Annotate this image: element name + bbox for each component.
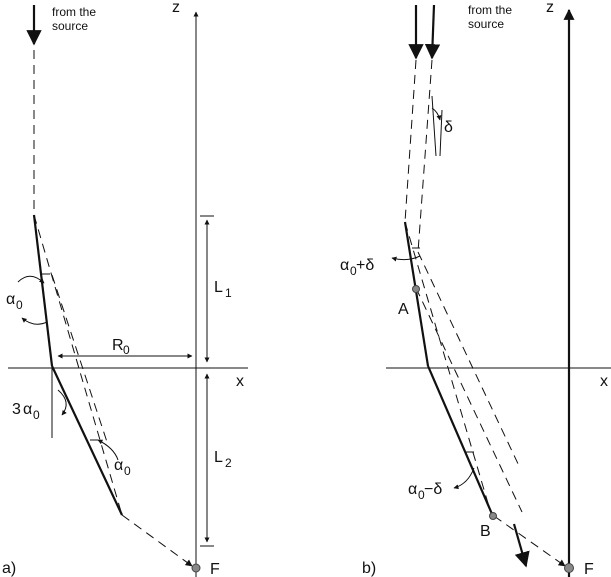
point-a-marker bbox=[412, 285, 420, 293]
delta-arc bbox=[431, 107, 442, 121]
panel-b: from the source δ z x A bbox=[340, 0, 611, 577]
reflected-ray-b-1 bbox=[404, 221, 491, 511]
reflected-ray-b-3 bbox=[415, 287, 523, 513]
angle-arc-upper-1-a bbox=[17, 275, 45, 284]
angle-arc-lower-b bbox=[453, 467, 475, 490]
mirror-lower-b bbox=[426, 365, 494, 515]
angle-upper-label-b: α bbox=[340, 257, 349, 274]
point-b-label: B bbox=[480, 523, 491, 540]
radius-sub-a: 0 bbox=[123, 343, 130, 357]
delta-ref-2 bbox=[439, 109, 443, 157]
angle-lower-suffix-b: −δ bbox=[424, 481, 442, 498]
delta-ref-1 bbox=[431, 95, 437, 157]
z-axis-label-b: z bbox=[546, 0, 554, 16]
l2-sub: 2 bbox=[225, 456, 232, 470]
angle-mid-sub-a: 0 bbox=[33, 408, 40, 422]
l1-label: L bbox=[214, 279, 223, 296]
mirror-upper-b bbox=[403, 221, 430, 367]
focus-label-b: F bbox=[584, 561, 594, 577]
angle-lower-sub-a: 0 bbox=[124, 464, 131, 478]
angle-upper-sub-a: 0 bbox=[16, 298, 23, 312]
radius-label-a: R bbox=[112, 337, 124, 354]
source-arrow-b-2 bbox=[424, 4, 441, 60]
angle-upper-sub-b: 0 bbox=[350, 264, 357, 278]
panel-label-b: b) bbox=[362, 560, 376, 577]
angle-arc-upper-2-a bbox=[21, 317, 48, 325]
angle-upper-suffix-b: +δ bbox=[356, 257, 374, 274]
l1-sub: 1 bbox=[225, 286, 232, 300]
point-a-label: A bbox=[398, 301, 409, 318]
l2-label: L bbox=[214, 449, 223, 466]
angle-arc-lower-a bbox=[97, 439, 119, 461]
panel-label-a: a) bbox=[2, 560, 16, 577]
reflected-ray-b-2 bbox=[417, 251, 521, 469]
source-text-a-line2: source bbox=[52, 19, 88, 33]
panel-a: from the source z x R 0 L bbox=[2, 0, 248, 577]
angle-lower-sub-b: 0 bbox=[418, 488, 425, 502]
focus-ray-a bbox=[121, 514, 193, 567]
focus-point-b bbox=[564, 563, 574, 573]
angle-lower-label-a: α bbox=[114, 457, 123, 474]
incoming-ray-b-1 bbox=[404, 59, 417, 223]
z-axis-label-a: z bbox=[172, 0, 180, 16]
source-text-b-line2: source bbox=[468, 17, 504, 31]
mirror-lower-a bbox=[51, 365, 123, 516]
angle-lower-label-b: α bbox=[408, 481, 417, 498]
focus-ray-b bbox=[493, 515, 566, 567]
focus-point-a bbox=[191, 563, 201, 573]
angle-mid-label-a: α bbox=[23, 401, 32, 418]
point-b-marker bbox=[489, 512, 497, 520]
mirror-upper-a bbox=[32, 214, 54, 367]
x-axis-label-a: x bbox=[236, 373, 244, 390]
reflected-ray-2-a bbox=[51, 274, 109, 446]
angle-mid-prefix-a: 3 bbox=[12, 401, 21, 418]
delta-label: δ bbox=[444, 119, 453, 136]
incoming-ray-b-2 bbox=[417, 59, 433, 253]
angle-arc-mid-a bbox=[57, 389, 67, 416]
reflected-ray-1-a bbox=[33, 214, 123, 516]
x-axis-label-b: x bbox=[600, 373, 608, 390]
deflected-arrow-b bbox=[512, 523, 530, 568]
focus-label-a: F bbox=[210, 561, 220, 577]
angle-upper-label-a: α bbox=[6, 291, 15, 308]
source-text-a-line1: from the bbox=[52, 5, 96, 19]
source-text-b-line1: from the bbox=[468, 3, 512, 17]
angle-arc-upper-b bbox=[391, 255, 421, 262]
